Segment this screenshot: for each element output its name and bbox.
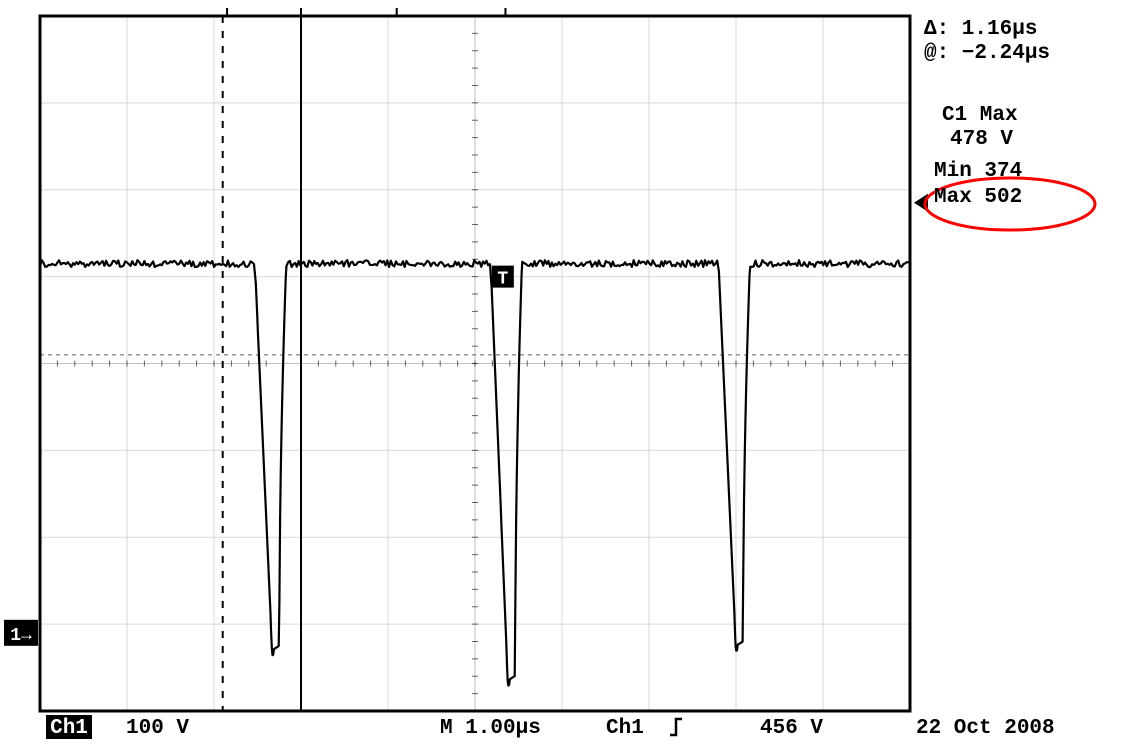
readout-delta: Δ: 1.16μs	[924, 18, 1037, 41]
svg-text:T: T	[497, 270, 508, 290]
svg-text:1→: 1→	[10, 626, 32, 646]
readout-c1max-label: C1 Max	[942, 104, 1018, 127]
oscilloscope-screenshot: T 1→ Ch1 Δ: 1.16μs @: −2.24μs C1 Max 478 V…	[0, 0, 1124, 747]
footer-vdiv: 100 V	[126, 717, 189, 740]
footer-trig-src: Ch1	[606, 717, 644, 740]
readout-at: @: −2.24μs	[924, 42, 1050, 65]
readout-min: Min 374	[934, 160, 1022, 183]
svg-text:Ch1: Ch1	[50, 717, 88, 740]
readout-c1max-val: 478 V	[950, 128, 1013, 151]
footer-date: 22 Oct 2008	[916, 717, 1055, 740]
footer-trig-level: 456 V	[760, 717, 823, 740]
readout-max: Max 502	[934, 186, 1022, 209]
footer-timebase: M 1.00μs	[440, 717, 541, 740]
